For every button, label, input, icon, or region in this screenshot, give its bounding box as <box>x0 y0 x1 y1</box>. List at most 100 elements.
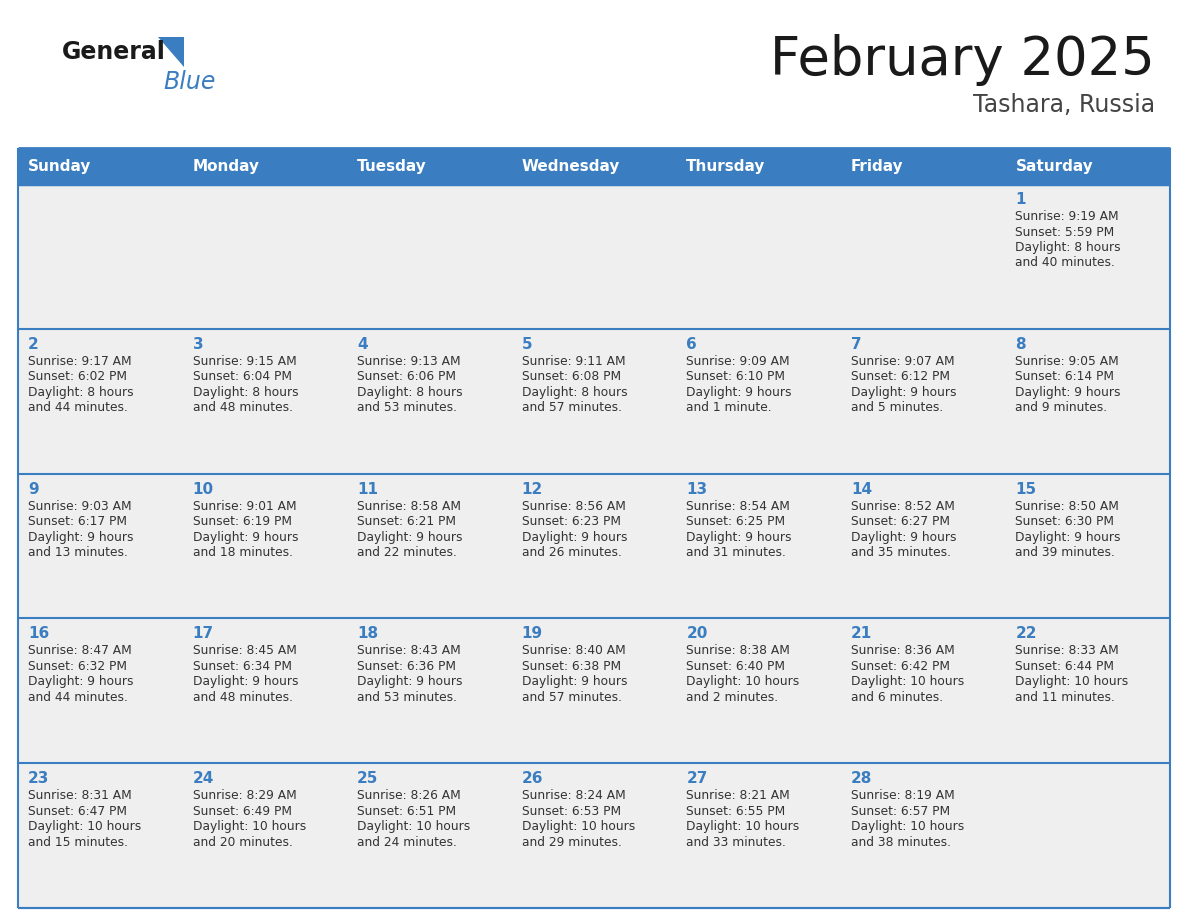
Text: and 29 minutes.: and 29 minutes. <box>522 835 621 849</box>
Text: February 2025: February 2025 <box>770 34 1155 86</box>
Text: and 22 minutes.: and 22 minutes. <box>358 546 457 559</box>
Text: 27: 27 <box>687 771 708 786</box>
Text: 17: 17 <box>192 626 214 642</box>
Text: Sunset: 6:40 PM: Sunset: 6:40 PM <box>687 660 785 673</box>
Text: and 24 minutes.: and 24 minutes. <box>358 835 457 849</box>
Text: 28: 28 <box>851 771 872 786</box>
Text: Sunrise: 8:52 AM: Sunrise: 8:52 AM <box>851 499 955 512</box>
Text: Sunset: 6:08 PM: Sunset: 6:08 PM <box>522 370 621 384</box>
Text: Sunset: 6:32 PM: Sunset: 6:32 PM <box>29 660 127 673</box>
Bar <box>18 763 1170 908</box>
Text: 2: 2 <box>29 337 39 352</box>
Text: Sunrise: 8:33 AM: Sunrise: 8:33 AM <box>1016 644 1119 657</box>
Text: and 26 minutes.: and 26 minutes. <box>522 546 621 559</box>
Text: 3: 3 <box>192 337 203 352</box>
Text: Daylight: 10 hours: Daylight: 10 hours <box>851 820 965 834</box>
Text: 9: 9 <box>29 482 39 497</box>
Text: Sunset: 6:49 PM: Sunset: 6:49 PM <box>192 805 291 818</box>
Text: 26: 26 <box>522 771 543 786</box>
Text: and 53 minutes.: and 53 minutes. <box>358 691 457 704</box>
Text: Sunset: 6:25 PM: Sunset: 6:25 PM <box>687 515 785 528</box>
Text: Daylight: 9 hours: Daylight: 9 hours <box>522 531 627 543</box>
Text: Sunrise: 8:19 AM: Sunrise: 8:19 AM <box>851 789 955 802</box>
Text: Sunrise: 8:50 AM: Sunrise: 8:50 AM <box>1016 499 1119 512</box>
Text: Sunrise: 8:40 AM: Sunrise: 8:40 AM <box>522 644 625 657</box>
Text: and 53 minutes.: and 53 minutes. <box>358 401 457 414</box>
Text: General: General <box>62 40 166 64</box>
Text: Sunset: 6:53 PM: Sunset: 6:53 PM <box>522 805 621 818</box>
Text: and 48 minutes.: and 48 minutes. <box>192 691 292 704</box>
Text: Sunset: 6:19 PM: Sunset: 6:19 PM <box>192 515 291 528</box>
Text: Daylight: 9 hours: Daylight: 9 hours <box>687 386 791 398</box>
Text: Sunset: 6:02 PM: Sunset: 6:02 PM <box>29 370 127 384</box>
Text: Daylight: 8 hours: Daylight: 8 hours <box>192 386 298 398</box>
Text: 20: 20 <box>687 626 708 642</box>
Text: Sunrise: 8:29 AM: Sunrise: 8:29 AM <box>192 789 296 802</box>
Text: Daylight: 9 hours: Daylight: 9 hours <box>851 531 956 543</box>
Text: Sunrise: 8:24 AM: Sunrise: 8:24 AM <box>522 789 625 802</box>
Text: 7: 7 <box>851 337 861 352</box>
Text: Sunrise: 9:15 AM: Sunrise: 9:15 AM <box>192 354 296 368</box>
Text: Daylight: 10 hours: Daylight: 10 hours <box>192 820 305 834</box>
Text: Sunset: 5:59 PM: Sunset: 5:59 PM <box>1016 226 1114 239</box>
Text: Saturday: Saturday <box>1016 159 1093 174</box>
Text: Sunrise: 8:58 AM: Sunrise: 8:58 AM <box>358 499 461 512</box>
Text: Sunrise: 8:47 AM: Sunrise: 8:47 AM <box>29 644 132 657</box>
Text: Sunset: 6:12 PM: Sunset: 6:12 PM <box>851 370 950 384</box>
Text: Daylight: 9 hours: Daylight: 9 hours <box>358 531 462 543</box>
Text: and 57 minutes.: and 57 minutes. <box>522 691 621 704</box>
Text: and 5 minutes.: and 5 minutes. <box>851 401 943 414</box>
Text: Blue: Blue <box>163 70 215 94</box>
Text: Sunrise: 8:36 AM: Sunrise: 8:36 AM <box>851 644 955 657</box>
Text: 1: 1 <box>1016 192 1026 207</box>
Text: 6: 6 <box>687 337 697 352</box>
Text: and 15 minutes.: and 15 minutes. <box>29 835 128 849</box>
Text: Sunset: 6:51 PM: Sunset: 6:51 PM <box>358 805 456 818</box>
Text: Thursday: Thursday <box>687 159 765 174</box>
Text: 18: 18 <box>358 626 378 642</box>
Text: 19: 19 <box>522 626 543 642</box>
Text: Daylight: 9 hours: Daylight: 9 hours <box>1016 386 1121 398</box>
Text: Sunrise: 9:13 AM: Sunrise: 9:13 AM <box>358 354 461 368</box>
Text: Sunrise: 9:03 AM: Sunrise: 9:03 AM <box>29 499 132 512</box>
Text: Daylight: 9 hours: Daylight: 9 hours <box>29 531 133 543</box>
Text: and 31 minutes.: and 31 minutes. <box>687 546 786 559</box>
Text: Sunrise: 8:31 AM: Sunrise: 8:31 AM <box>29 789 132 802</box>
Text: Tuesday: Tuesday <box>358 159 426 174</box>
Text: Sunset: 6:36 PM: Sunset: 6:36 PM <box>358 660 456 673</box>
Polygon shape <box>158 37 184 67</box>
Bar <box>18 474 1170 619</box>
Text: and 57 minutes.: and 57 minutes. <box>522 401 621 414</box>
Text: Sunset: 6:47 PM: Sunset: 6:47 PM <box>29 805 127 818</box>
Text: 10: 10 <box>192 482 214 497</box>
Text: Sunset: 6:21 PM: Sunset: 6:21 PM <box>358 515 456 528</box>
Text: Daylight: 8 hours: Daylight: 8 hours <box>1016 241 1121 254</box>
Text: Sunset: 6:23 PM: Sunset: 6:23 PM <box>522 515 620 528</box>
Text: Daylight: 8 hours: Daylight: 8 hours <box>29 386 133 398</box>
Text: and 18 minutes.: and 18 minutes. <box>192 546 292 559</box>
Text: Daylight: 10 hours: Daylight: 10 hours <box>522 820 634 834</box>
Text: 5: 5 <box>522 337 532 352</box>
Text: 21: 21 <box>851 626 872 642</box>
Text: Sunrise: 9:19 AM: Sunrise: 9:19 AM <box>1016 210 1119 223</box>
Text: and 13 minutes.: and 13 minutes. <box>29 546 128 559</box>
Text: 16: 16 <box>29 626 49 642</box>
Text: Sunset: 6:30 PM: Sunset: 6:30 PM <box>1016 515 1114 528</box>
Text: Sunset: 6:44 PM: Sunset: 6:44 PM <box>1016 660 1114 673</box>
Text: Sunrise: 8:21 AM: Sunrise: 8:21 AM <box>687 789 790 802</box>
Text: Daylight: 9 hours: Daylight: 9 hours <box>192 676 298 688</box>
Text: and 11 minutes.: and 11 minutes. <box>1016 691 1116 704</box>
Bar <box>18 619 1170 763</box>
Text: Daylight: 10 hours: Daylight: 10 hours <box>1016 676 1129 688</box>
Text: and 2 minutes.: and 2 minutes. <box>687 691 778 704</box>
Text: Sunset: 6:14 PM: Sunset: 6:14 PM <box>1016 370 1114 384</box>
Text: Sunrise: 9:09 AM: Sunrise: 9:09 AM <box>687 354 790 368</box>
Text: and 40 minutes.: and 40 minutes. <box>1016 256 1116 270</box>
Text: Friday: Friday <box>851 159 904 174</box>
Text: 12: 12 <box>522 482 543 497</box>
Text: 23: 23 <box>29 771 50 786</box>
Text: Tashara, Russia: Tashara, Russia <box>973 93 1155 117</box>
Text: and 38 minutes.: and 38 minutes. <box>851 835 950 849</box>
Text: 24: 24 <box>192 771 214 786</box>
Text: Sunday: Sunday <box>29 159 91 174</box>
